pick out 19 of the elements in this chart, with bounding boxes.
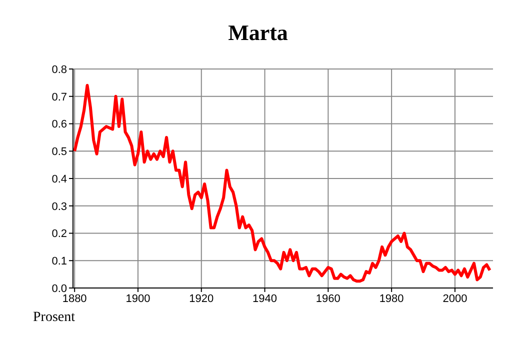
y-tick-label: 0.0	[52, 282, 67, 295]
x-tick-label: 1920	[189, 292, 214, 305]
y-tick-label: 0.8	[52, 64, 67, 76]
y-tick-label: 0.6	[52, 118, 67, 131]
chart-title: Marta	[227, 20, 289, 46]
y-tick-label: 0.2	[52, 228, 67, 240]
x-tick-label: 1880	[62, 292, 87, 305]
y-tick-label: 0.5	[52, 146, 67, 158]
y-tick-label: 0.3	[52, 200, 67, 213]
x-tick-label: 1940	[252, 292, 278, 305]
x-tick-label: 2000	[442, 292, 468, 305]
x-tick-label: 1900	[126, 292, 150, 305]
line-series	[73, 84, 492, 283]
x-tick-label: 1980	[379, 292, 404, 305]
y-tick-label: 0.7	[52, 91, 67, 104]
text: Prosent	[33, 310, 75, 326]
y-tick-label: 0.4	[52, 173, 67, 186]
x-tick-label: 1960	[316, 292, 340, 305]
y-tick-label: 0.1	[52, 256, 67, 268]
